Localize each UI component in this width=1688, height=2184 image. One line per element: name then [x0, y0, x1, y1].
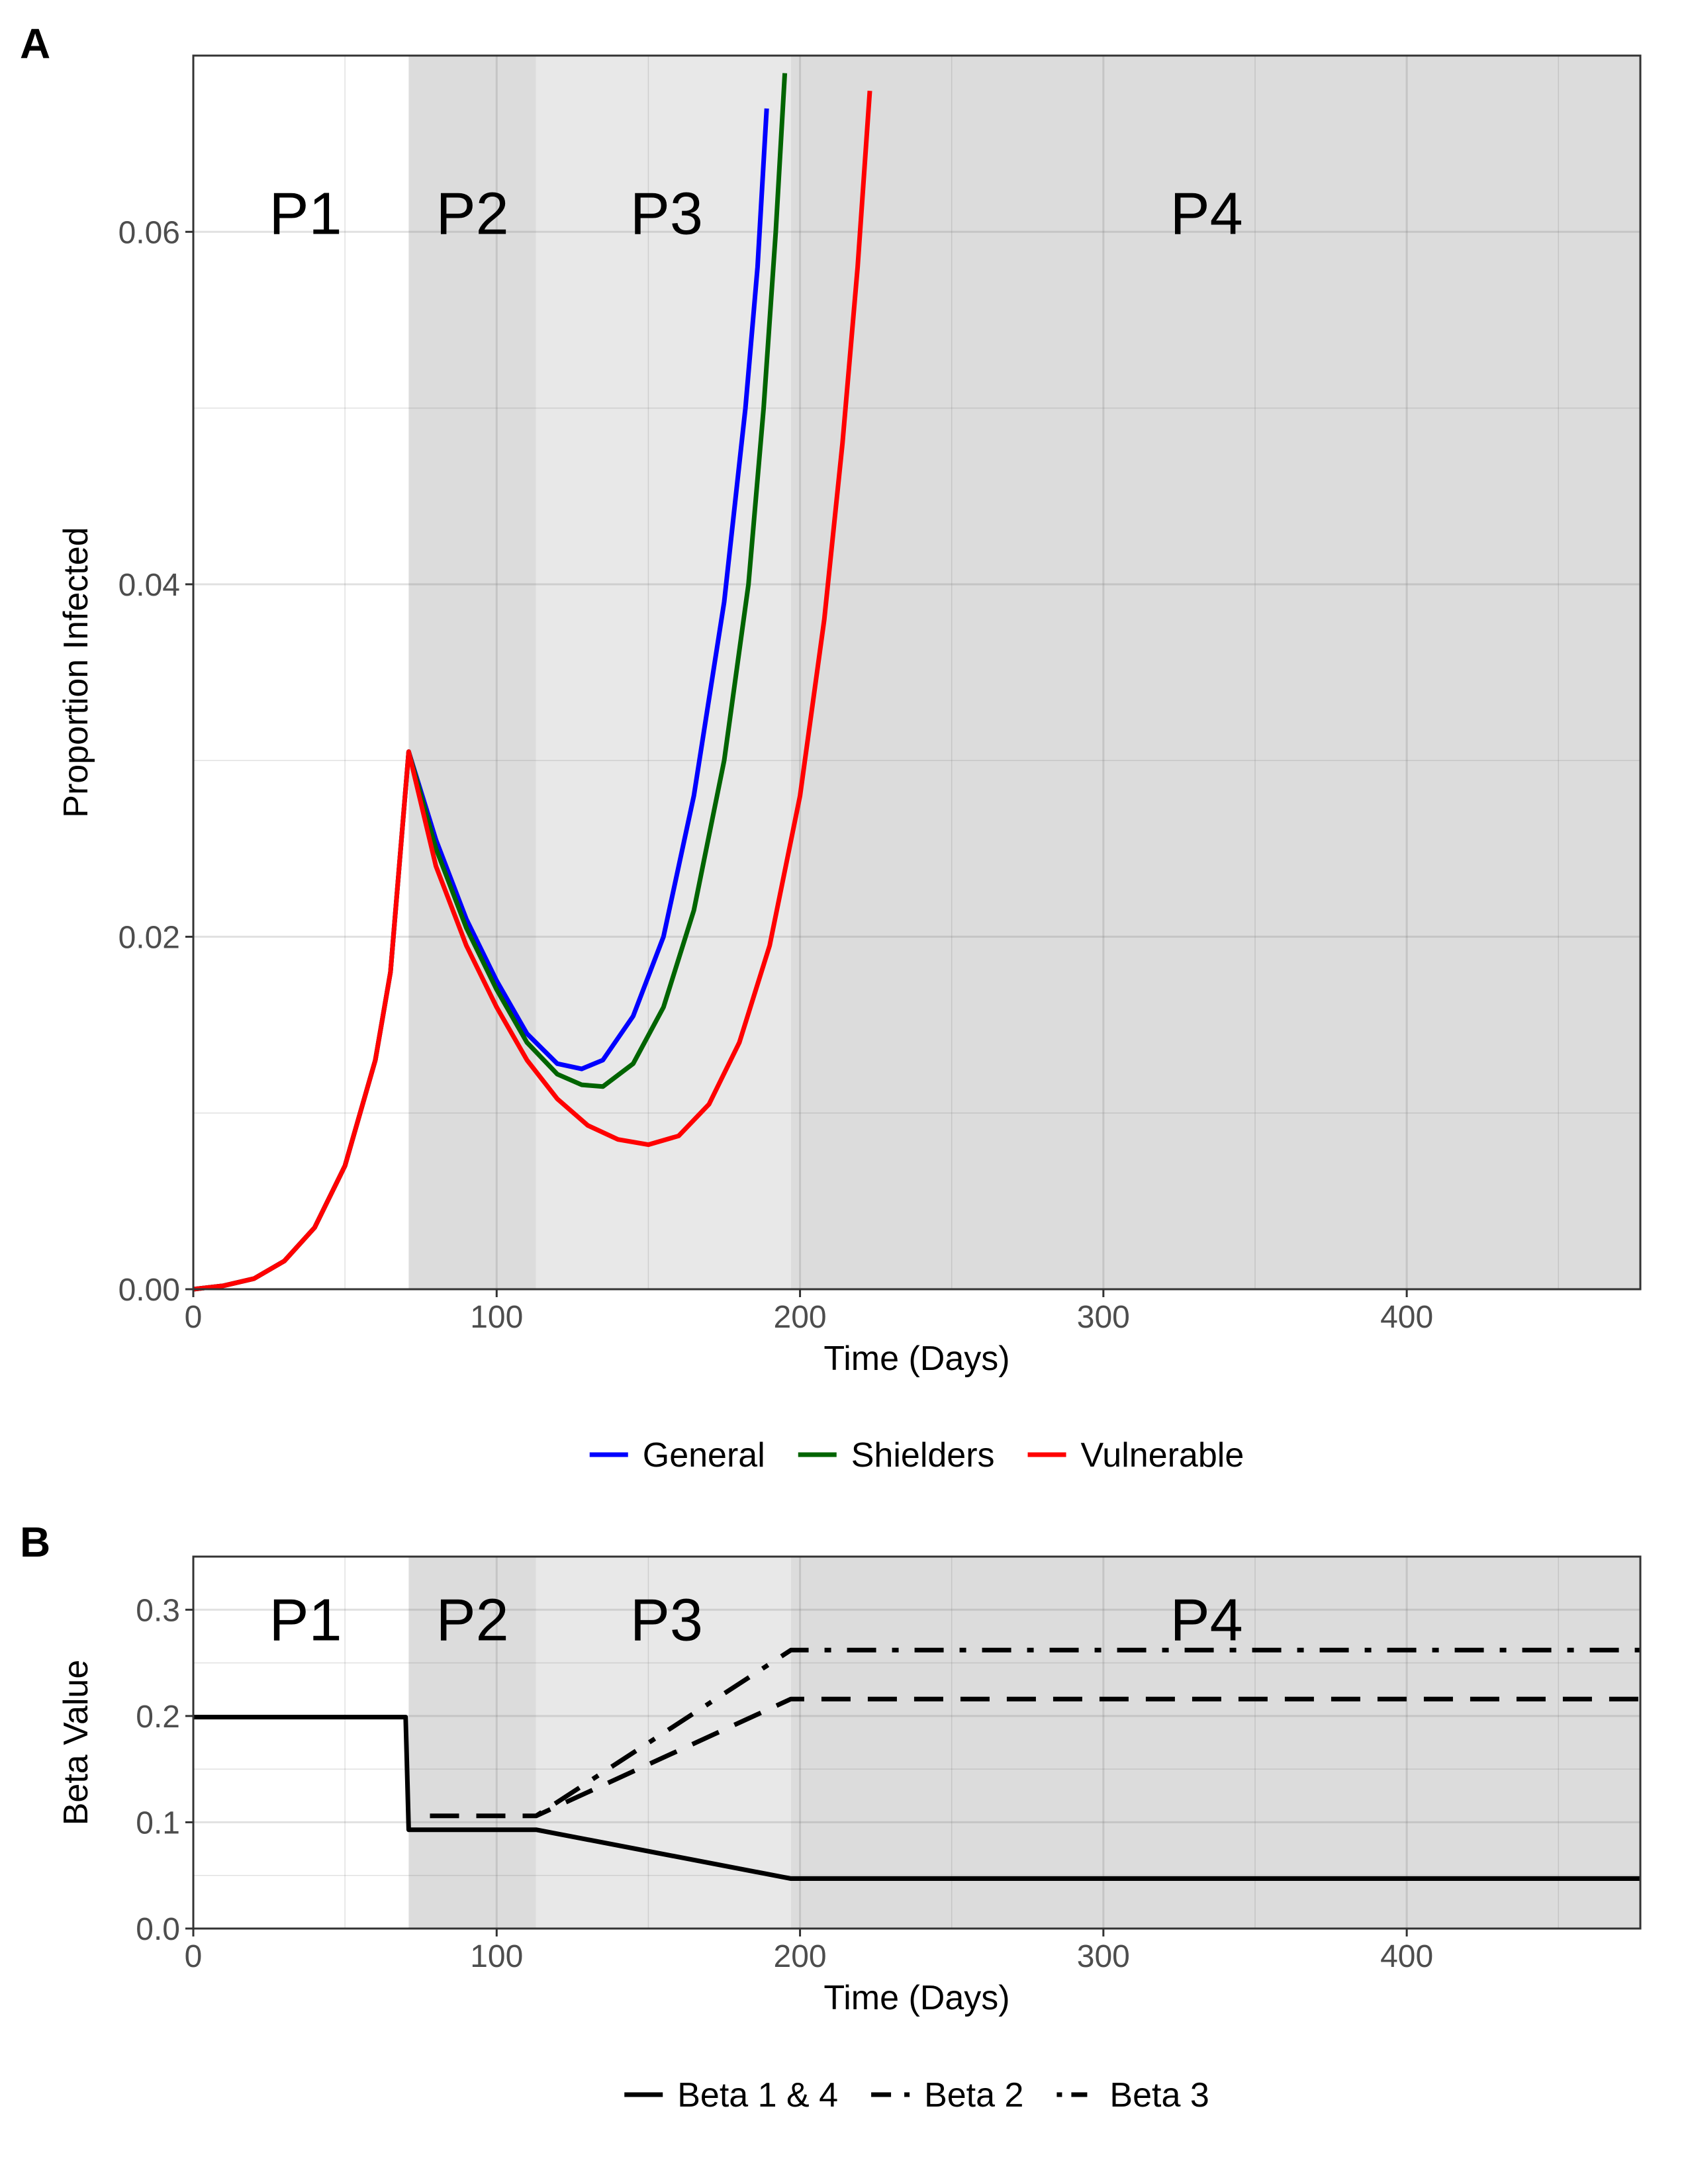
y-tick-label: 0.04 [118, 568, 180, 603]
y-tick-label: 0.02 [118, 920, 180, 955]
phase-band-p4 [790, 1557, 1640, 1929]
legend-label-beta-2: Beta 2 [924, 2076, 1023, 2115]
legend-label-beta-1-4: Beta 1 & 4 [677, 2076, 838, 2115]
legend-label-shielders: Shielders [851, 1436, 995, 1475]
legend-label-beta-3: Beta 3 [1109, 2076, 1209, 2115]
panel-letter-a: A [20, 20, 50, 68]
legend-label-vulnerable: Vulnerable [1081, 1436, 1244, 1475]
y-tick-label: 0.00 [118, 1273, 180, 1308]
y-axis-title: Beta Value [57, 1660, 95, 1826]
phase-band-p1 [193, 1557, 409, 1929]
legend-label-general: General [643, 1436, 765, 1475]
phase-band-p4 [790, 56, 1640, 1289]
panel-b-chart: P1 P2 P3 P4 0 100 200 300 400 0.0 0.1 0.2 0.3 Time (D… [57, 1555, 1642, 2115]
phase-label-p3: P3 [630, 1587, 703, 1653]
legend: General Shielders Vulnerable [589, 1436, 1244, 1475]
phase-label-p2: P2 [436, 181, 509, 248]
series-line-beta-2 [430, 1696, 1640, 1819]
phase-label-p3: P3 [630, 181, 703, 248]
x-tick-label: 100 [470, 1300, 523, 1335]
x-axis-title: Time (Days) [823, 1340, 1009, 1378]
legend: Beta 1 & 4 Beta 2 Beta 3 [624, 2076, 1209, 2115]
plot-border [192, 1555, 1642, 1930]
x-tick-label: 400 [1380, 1939, 1433, 1974]
plot-border [192, 54, 1642, 1291]
x-tick-label: 0 [185, 1300, 203, 1335]
x-tick-label: 200 [774, 1939, 827, 1974]
y-tick-label: 0.1 [136, 1805, 180, 1841]
y-tick-label: 0.2 [136, 1700, 180, 1735]
x-tick-label: 0 [185, 1939, 203, 1974]
panel-a-chart: P1 P2 P3 P4 0 100 200 300 400 0.00 0.02 0.04 0.06 Tim… [57, 54, 1642, 1475]
phase-label-p1: P1 [269, 1587, 342, 1653]
series-line-vulnerable [193, 91, 872, 1292]
x-tick-label: 100 [470, 1939, 523, 1974]
series-line-beta-1-4 [193, 1715, 1640, 1881]
phase-label-p2: P2 [436, 1587, 509, 1653]
x-axis-title: Time (Days) [823, 1979, 1009, 2017]
x-tick-label: 400 [1380, 1300, 1433, 1335]
phase-label-p1: P1 [269, 181, 342, 248]
panel-letter-b: B [20, 1518, 50, 1566]
x-tick-label: 300 [1077, 1939, 1130, 1974]
y-tick-label: 0.06 [118, 215, 180, 250]
y-tick-label: 0.0 [136, 1912, 180, 1947]
phase-label-p4: P4 [1170, 1587, 1243, 1653]
y-axis-title: Proportion Infected [57, 527, 95, 817]
y-tick-label: 0.3 [136, 1593, 180, 1628]
x-tick-label: 300 [1077, 1300, 1130, 1335]
phase-band-p1 [193, 56, 409, 1289]
series-line-beta-3 [534, 1647, 1640, 1818]
phase-band-p2 [408, 1557, 536, 1929]
x-tick-label: 200 [774, 1300, 827, 1335]
phase-label-p4: P4 [1170, 181, 1243, 248]
phase-band-p2 [408, 56, 536, 1289]
phase-band-p3 [536, 1557, 791, 1929]
